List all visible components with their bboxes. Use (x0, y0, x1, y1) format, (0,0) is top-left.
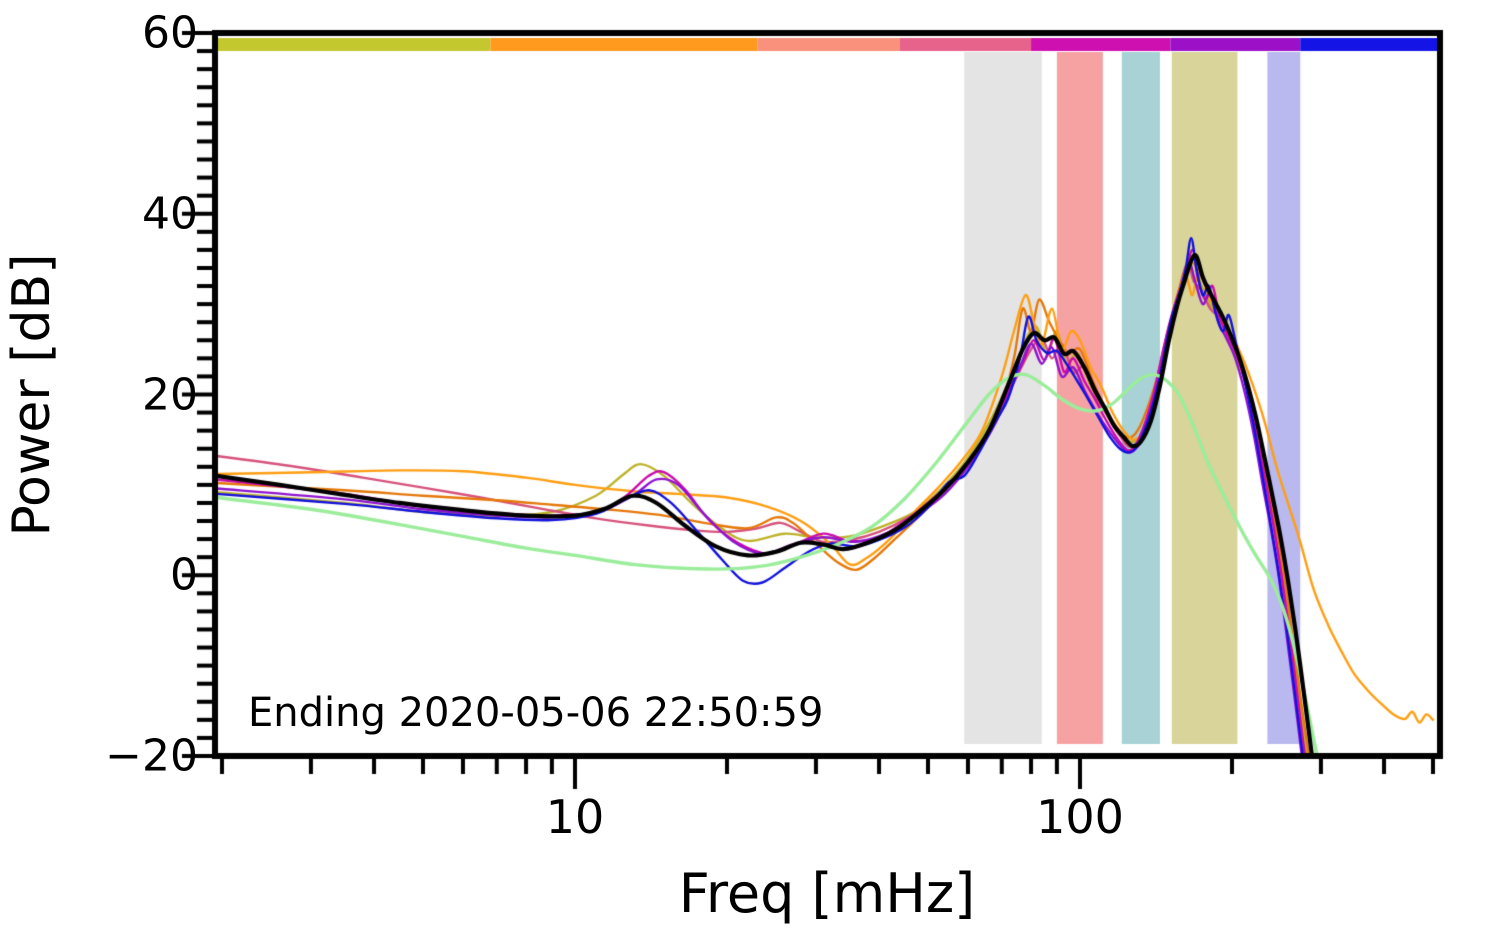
y-tick-label: 60 (142, 7, 198, 59)
y-axis-title: Power [dB] (2, 253, 62, 537)
x-tick-label: 100 (1036, 790, 1124, 844)
y-tick-label: 20 (142, 369, 198, 420)
ending-timestamp-annotation: Ending 2020-05-06 22:50:59 (248, 690, 824, 736)
y-tick-label: −20 (105, 730, 198, 782)
x-axis-title: Freq [mHz] (678, 862, 976, 925)
y-tick-label: 40 (142, 188, 198, 240)
x-tick-label: 10 (545, 790, 605, 844)
y-tick-label: 0 (170, 549, 198, 601)
